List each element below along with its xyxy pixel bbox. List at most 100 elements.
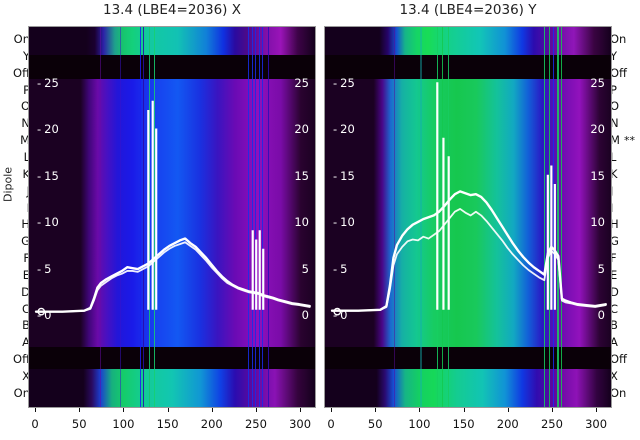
x-tick-mark-100 bbox=[419, 408, 421, 412]
category-tick-e-14: E bbox=[22, 267, 30, 282]
heatmap-panel-y[interactable]: -25 25-20 20-15 15-10 10-5 5-0 0 bbox=[324, 26, 612, 408]
x-tick-label-100: 100 bbox=[112, 417, 135, 431]
category-tick-on-21: On bbox=[610, 385, 627, 400]
category-tick-h-11: H bbox=[21, 217, 30, 232]
x-tick-mark-300 bbox=[596, 408, 598, 412]
category-tick-l-7: L bbox=[23, 149, 30, 164]
streak-7 bbox=[560, 27, 562, 407]
band-gap-a-y bbox=[325, 55, 611, 79]
band-top-strip-x bbox=[29, 27, 315, 55]
x-tick-label-0: 0 bbox=[31, 417, 39, 431]
category-tick-h-11: H bbox=[610, 217, 619, 232]
category-tick-off-2: Off bbox=[610, 65, 627, 80]
category-tick-g-12: G bbox=[610, 234, 619, 249]
streak-8 bbox=[262, 27, 264, 407]
streak-1 bbox=[441, 27, 443, 407]
x-tick-label-250: 250 bbox=[540, 417, 563, 431]
x-tick-label-300: 300 bbox=[585, 417, 608, 431]
x-tick-mark-200 bbox=[211, 408, 213, 412]
category-tick-o-4: O bbox=[20, 99, 30, 114]
category-tick-on-0: On bbox=[13, 32, 30, 46]
streak-0 bbox=[140, 27, 142, 407]
category-tick-x-20: X bbox=[22, 369, 30, 383]
x-tick-label-300: 300 bbox=[289, 417, 312, 431]
category-tick-k-8: K bbox=[610, 166, 618, 181]
streak-5 bbox=[251, 27, 253, 407]
category-tick-l-7: L bbox=[610, 149, 617, 164]
category-tick-g-12: G bbox=[21, 234, 30, 249]
x-axis-right: 0 50 100 150 200 250 300 bbox=[324, 408, 612, 438]
band-main-block-y bbox=[325, 79, 611, 347]
streak-11 bbox=[119, 27, 122, 407]
x-tick-label-50: 50 bbox=[71, 417, 87, 431]
x-tick-mark-50 bbox=[79, 408, 81, 412]
streak-9 bbox=[267, 27, 269, 407]
category-annotation-m: ** bbox=[623, 134, 635, 148]
band-bottom-strip-y bbox=[325, 369, 611, 407]
streak-10 bbox=[99, 27, 102, 407]
category-tick-c-16: C bbox=[21, 301, 30, 316]
panel-title-x: 13.4 (LBE4=2036) X bbox=[103, 2, 241, 18]
x-tick-label-200: 200 bbox=[200, 417, 223, 431]
x-tick-mark-150 bbox=[167, 408, 169, 412]
band-gap-b-y bbox=[325, 347, 611, 369]
category-tick-off-19: Off bbox=[13, 352, 30, 367]
streak-1 bbox=[142, 27, 145, 407]
x-tick-label-50: 50 bbox=[367, 417, 383, 431]
x-tick-mark-150 bbox=[463, 408, 465, 412]
category-tick-y-1: Y bbox=[610, 48, 618, 63]
band-bottom-strip-x bbox=[29, 369, 315, 407]
category-tick-m-6: M ** bbox=[610, 133, 635, 148]
band-main-block-x bbox=[29, 79, 315, 347]
category-tick-n-5: N bbox=[21, 116, 30, 131]
streak-6 bbox=[557, 27, 559, 407]
panel-title-y: 13.4 (LBE4=2036) Y bbox=[399, 2, 537, 18]
category-tick-off-19: Off bbox=[610, 352, 627, 367]
streak-7 bbox=[258, 27, 261, 407]
band-gap-a-x bbox=[29, 55, 315, 79]
category-tick-d-15: D bbox=[21, 284, 30, 299]
streak-4 bbox=[548, 27, 550, 407]
category-tick-k-8: K bbox=[22, 166, 30, 181]
x-tick-label-200: 200 bbox=[496, 417, 519, 431]
heatmap-panel-x[interactable]: -25 25-20 20-15 15-10 10-5 5-0 0 bbox=[28, 26, 316, 408]
x-tick-mark-0 bbox=[331, 408, 333, 412]
category-tick-d-15: D bbox=[610, 284, 619, 299]
category-tick-b-17: B bbox=[22, 318, 30, 333]
category-tick-on-0: On bbox=[610, 32, 627, 46]
band-top-strip-y bbox=[325, 27, 611, 55]
x-tick-mark-250 bbox=[255, 408, 257, 412]
category-tick-a-18: A bbox=[610, 335, 618, 350]
trace-overlay-x bbox=[34, 100, 311, 316]
category-tick-off-2: Off bbox=[13, 65, 30, 80]
category-tick-a-18: A bbox=[22, 335, 30, 350]
category-tick-p-3: P bbox=[610, 82, 617, 97]
streak-9 bbox=[420, 27, 422, 407]
x-axis-left: 0 50 100 150 200 250 300 bbox=[28, 408, 316, 438]
category-axis-left: OnYOffPONMLKJIHGFEDCBAOffXOn bbox=[0, 26, 32, 408]
streak-8 bbox=[393, 27, 396, 407]
streak-3 bbox=[544, 27, 546, 407]
trace-profile-2 bbox=[35, 241, 311, 313]
trace-profile-2 bbox=[331, 208, 607, 312]
x-tick-mark-0 bbox=[35, 408, 37, 412]
category-tick-n-5: N bbox=[610, 116, 619, 131]
streak-3 bbox=[153, 27, 155, 407]
streak-overlay-x bbox=[29, 27, 315, 407]
category-tick-y-1: Y bbox=[22, 48, 30, 63]
category-tick-b-17: B bbox=[610, 318, 618, 333]
x-tick-mark-200 bbox=[507, 408, 509, 412]
x-tick-mark-50 bbox=[375, 408, 377, 412]
x-tick-mark-250 bbox=[551, 408, 553, 412]
trace-profile-1 bbox=[34, 237, 311, 313]
category-tick-on-21: On bbox=[13, 385, 30, 400]
x-tick-label-150: 150 bbox=[452, 417, 475, 431]
x-tick-mark-300 bbox=[300, 408, 302, 412]
streak-5 bbox=[552, 27, 554, 407]
x-tick-label-0: 0 bbox=[327, 417, 335, 431]
trace-overlay-y bbox=[330, 82, 607, 316]
category-tick-m-6: M bbox=[20, 133, 30, 148]
category-tick-f-13: F bbox=[610, 251, 617, 266]
